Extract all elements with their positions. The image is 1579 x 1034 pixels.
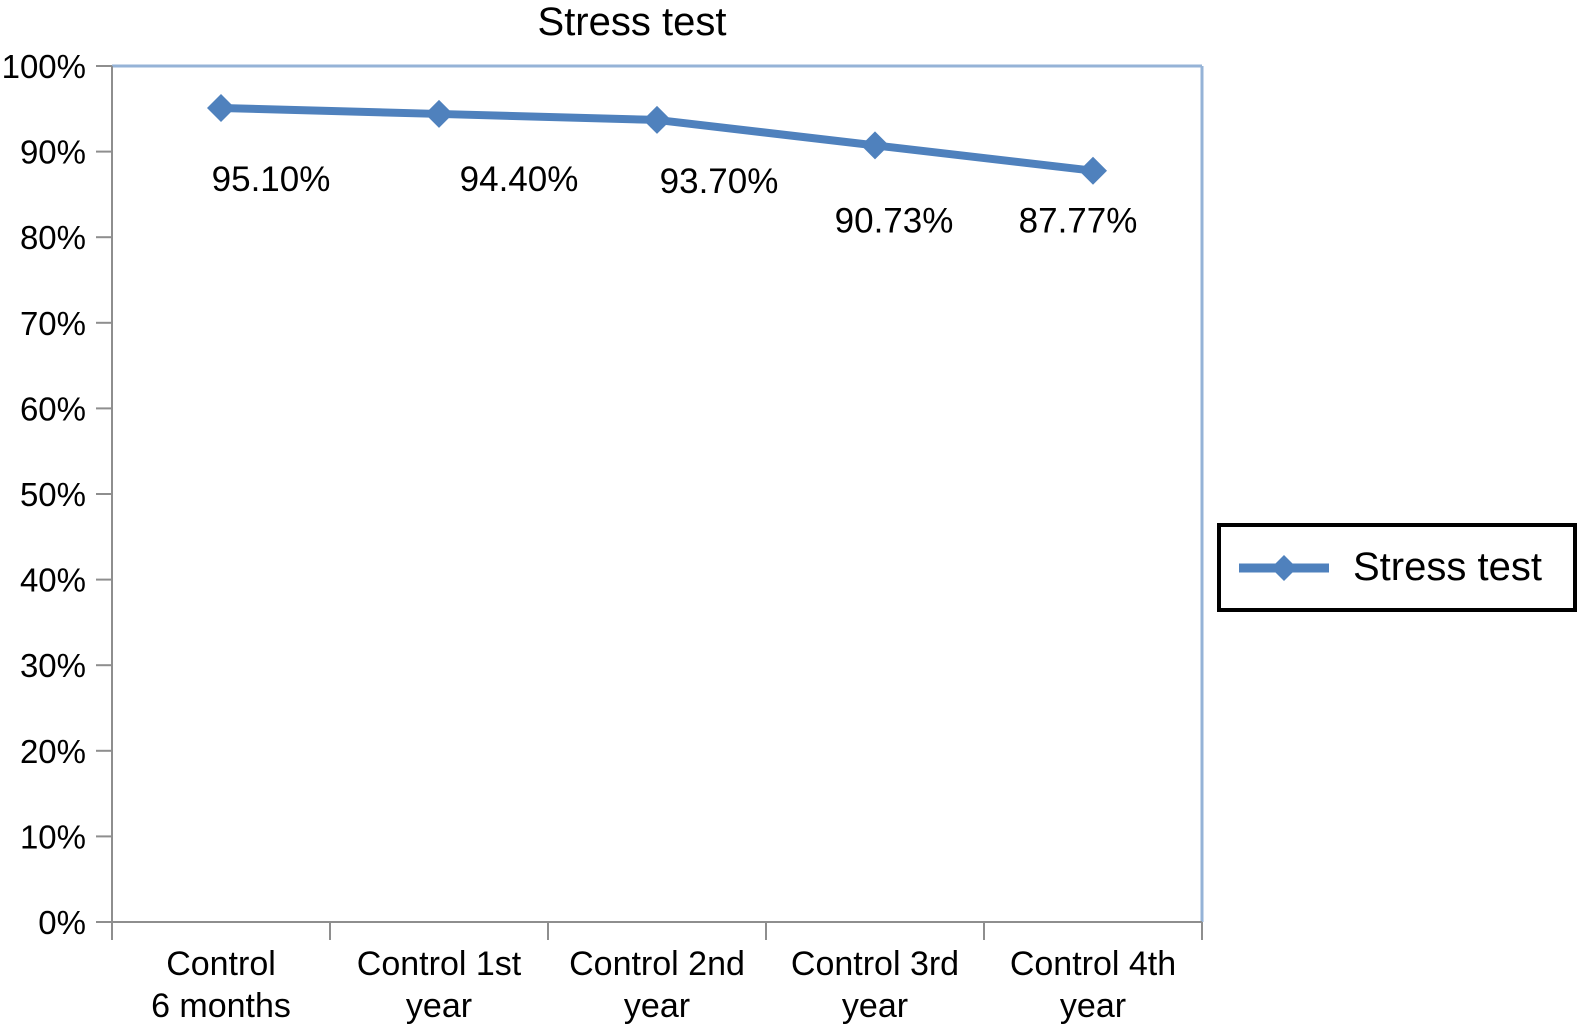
legend-diamond-icon [1271, 554, 1297, 581]
y-tick-label: 60% [20, 390, 86, 427]
data-point-label: 94.40% [460, 160, 579, 199]
data-point-label: 87.77% [1019, 202, 1138, 241]
legend-series-label: Stress test [1353, 545, 1542, 589]
y-tick-label: 50% [20, 476, 86, 513]
legend-line-diamond-icon [1239, 554, 1329, 581]
y-tick-label: 10% [20, 818, 86, 855]
data-point-marker [207, 93, 235, 122]
y-tick-label: 100% [2, 48, 86, 85]
data-point-marker [861, 131, 889, 160]
y-tick-label: 90% [20, 134, 86, 171]
data-point-marker [643, 105, 671, 134]
data-point-marker [425, 99, 453, 128]
data-point-label: 90.73% [835, 201, 954, 240]
x-category-label: Control 6 months [151, 945, 291, 1025]
data-point-marker [1079, 156, 1107, 185]
x-category-label: Control 4th year [1010, 945, 1176, 1025]
y-tick-label: 20% [20, 733, 86, 770]
x-category-label: Control 3rd year [791, 945, 959, 1025]
x-category-label: Control 1st year [357, 945, 522, 1025]
y-tick-label: 70% [20, 305, 86, 342]
y-tick-label: 0% [38, 904, 86, 941]
data-point-label: 93.70% [660, 162, 779, 201]
y-tick-label: 80% [20, 219, 86, 256]
chart-title: Stress test [537, 0, 727, 44]
y-tick-label: 30% [20, 647, 86, 684]
legend: Stress test [1217, 523, 1577, 612]
y-tick-label: 40% [20, 562, 86, 599]
data-point-label: 95.10% [212, 160, 331, 199]
x-category-label: Control 2nd year [569, 945, 745, 1025]
